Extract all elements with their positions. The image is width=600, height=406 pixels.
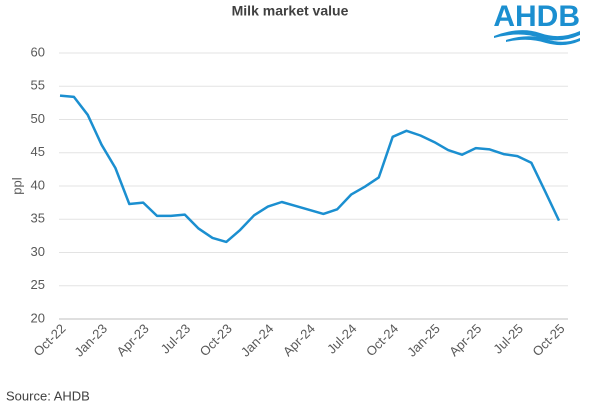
x-tick-label: Oct-22 [30,321,68,359]
x-tick-label: Jul-24 [324,321,360,357]
data-line [59,94,561,244]
x-tick-label: Jan-23 [71,321,110,360]
logo-wave [506,36,580,46]
y-tick-label: 45 [31,144,45,159]
x-tick-label: Jul-23 [158,321,194,357]
y-tick-label: 25 [31,277,45,292]
source: Source: AHDB [6,388,90,403]
y-axis-label: ppl [9,177,24,194]
x-tick-label: Oct-25 [529,321,567,359]
x-tick-label: Oct-24 [363,321,401,359]
y-tick-label: 20 [31,310,45,325]
y-tick-label: 50 [31,111,45,126]
y-tick-label: 55 [31,78,45,93]
x-tick-label: Jan-24 [238,321,277,360]
x-tick-label: Jul-25 [490,321,526,357]
x-tick-label: Apr-23 [114,321,152,359]
y-tick-label: 40 [31,177,45,192]
logo: AHDB [493,0,580,46]
logo-text: AHDB [493,0,580,33]
x-tick-label: Apr-24 [280,321,318,359]
x-tick-label: Apr-25 [446,321,484,359]
x-tick-label: Jan-25 [404,321,443,360]
y-tick-label: 35 [31,211,45,226]
x-tick-label: Oct-23 [197,321,235,359]
chart-title: Milk market value [232,3,349,19]
y-tick-label: 30 [31,244,45,259]
y-tick-label: 60 [31,44,45,59]
logo-wave [494,30,580,41]
